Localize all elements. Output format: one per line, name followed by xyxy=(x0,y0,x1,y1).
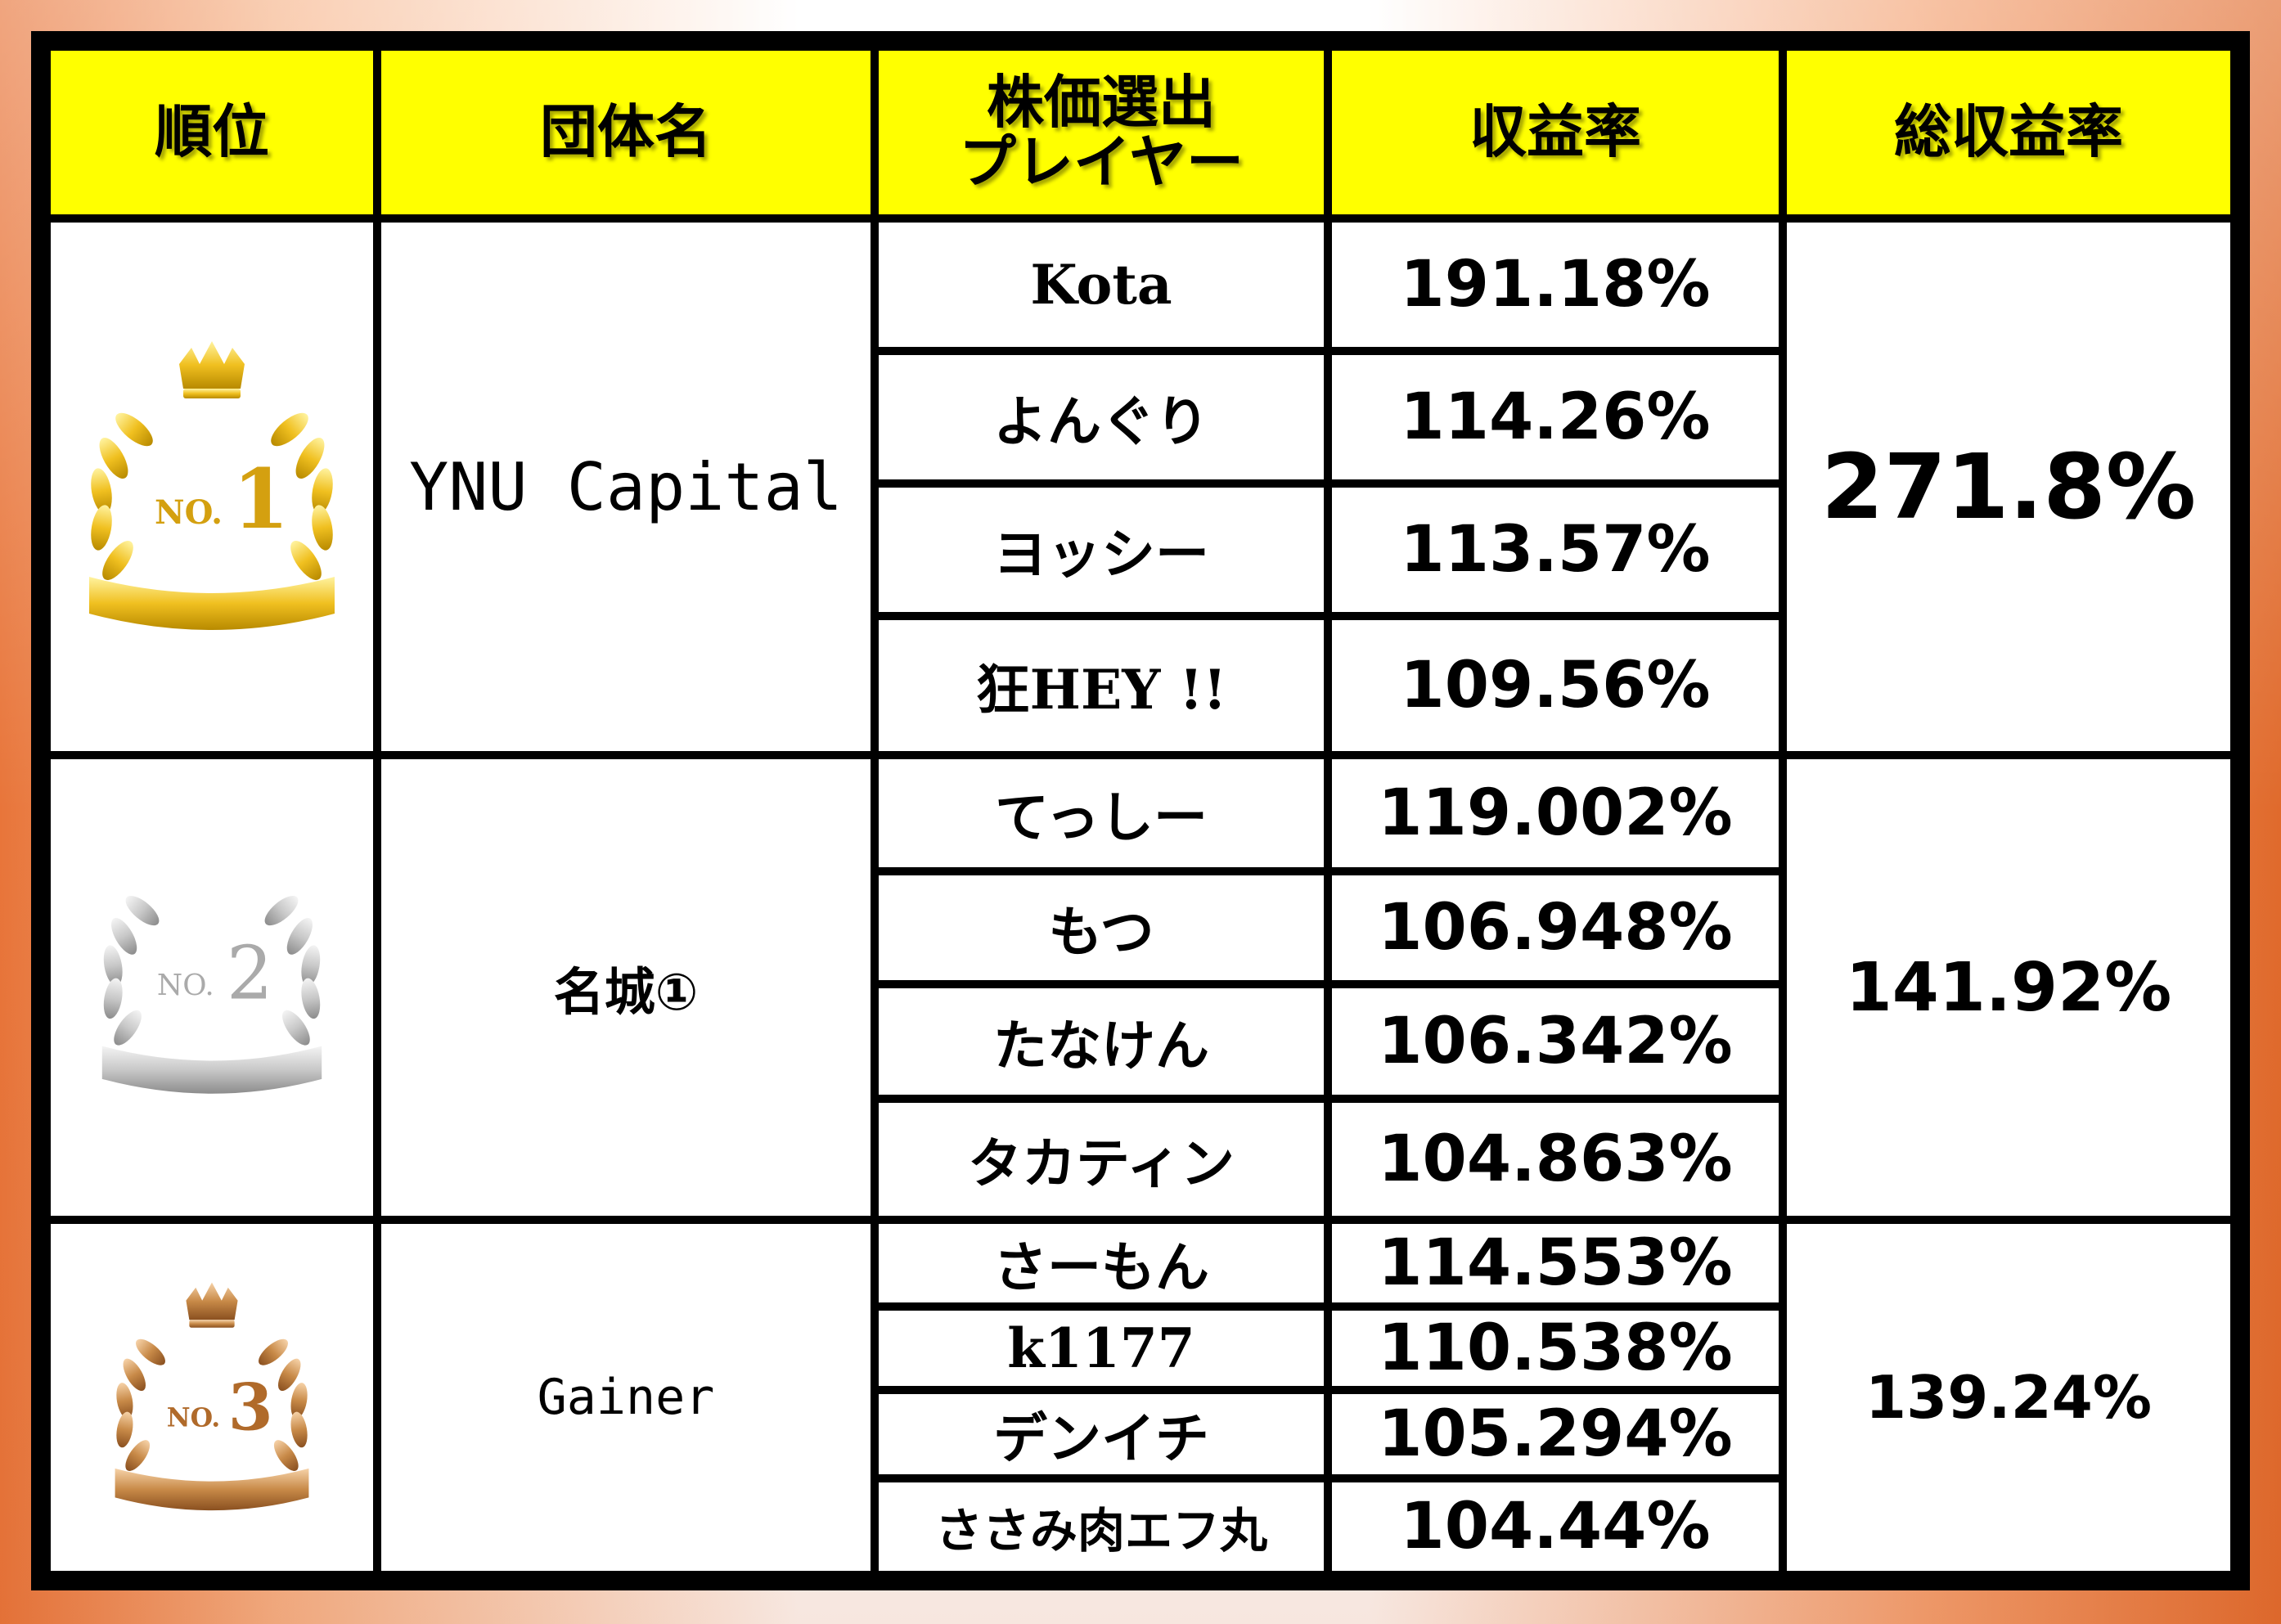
player-cell-2-4: タカティン xyxy=(879,1103,1324,1216)
rate-cell-3-3: 105.294% xyxy=(1332,1394,1779,1474)
rate-cell-3-4: 104.44% xyxy=(1332,1482,1779,1571)
rate-cell-3-1: 114.553% xyxy=(1332,1224,1779,1302)
header-player-label-line1: 株価選出 xyxy=(987,68,1216,136)
rate-value: 106.948% xyxy=(1378,891,1733,965)
rank-3-badge-number: 3 xyxy=(228,1369,273,1445)
total-cell-2: 141.92% xyxy=(1787,759,2230,1216)
rank-3-badge-label: NO. xyxy=(167,1403,220,1433)
header-rate: 収益率 xyxy=(1332,51,1779,214)
rate-cell-1-3: 113.57% xyxy=(1332,488,1779,612)
header-rank: 順位 xyxy=(51,51,373,214)
player-cell-3-3: デンイチ xyxy=(879,1394,1324,1474)
player-name: ヨッシー xyxy=(993,522,1209,586)
rank-2-silver-badge-icon: NO. 2 xyxy=(101,895,322,1094)
header-player: 株価選出 プレイヤー xyxy=(879,51,1324,214)
rate-value: 105.294% xyxy=(1378,1397,1733,1471)
total-cell-3: 139.24% xyxy=(1787,1224,2230,1571)
rate-cell-1-4: 109.56% xyxy=(1332,620,1779,751)
rank-cell-1: NO. 1 xyxy=(51,223,373,751)
header-group: 団体名 xyxy=(381,51,871,214)
rate-value: 104.863% xyxy=(1378,1122,1733,1196)
header-rate-label: 収益率 xyxy=(1469,98,1641,166)
rate-cell-2-3: 106.342% xyxy=(1332,988,1779,1095)
rank-2-badge-number: 2 xyxy=(227,931,273,1016)
rate-cell-1-1: 191.18% xyxy=(1332,223,1779,347)
player-cell-3-1: さーもん xyxy=(879,1224,1324,1302)
rate-cell-2-2: 106.948% xyxy=(1332,875,1779,980)
rate-cell-1-2: 114.26% xyxy=(1332,355,1779,479)
rate-value: 119.002% xyxy=(1378,776,1733,850)
group-cell-3: Gainer xyxy=(381,1224,871,1571)
player-name: タカティン xyxy=(967,1131,1235,1195)
rate-value: 114.26% xyxy=(1400,380,1711,454)
rate-value: 110.538% xyxy=(1378,1311,1733,1385)
player-cell-2-1: てっしー xyxy=(879,759,1324,867)
player-name: さーもん xyxy=(993,1235,1209,1299)
player-cell-3-4: ささみ肉エフ丸 xyxy=(879,1482,1324,1571)
group-cell-1: YNU Capital xyxy=(381,223,871,751)
header-total: 総収益率 xyxy=(1787,51,2230,214)
rate-cell-2-4: 104.863% xyxy=(1332,1103,1779,1216)
rate-cell-3-2: 110.538% xyxy=(1332,1311,1779,1386)
total-rate-1: 271.8% xyxy=(1820,434,2197,539)
rate-cell-2-1: 119.002% xyxy=(1332,759,1779,867)
rank-cell-2: NO. 2 xyxy=(51,759,373,1216)
player-name: デンイチ xyxy=(993,1406,1209,1470)
player-cell-1-3: ヨッシー xyxy=(879,488,1324,612)
player-name: てっしー xyxy=(994,785,1208,849)
rate-value: 113.57% xyxy=(1400,513,1711,587)
group-name-2: 名城① xyxy=(553,962,699,1022)
header-player-label-line2: プレイヤー xyxy=(959,128,1244,196)
rate-value: 106.342% xyxy=(1378,1005,1733,1078)
player-name: Kota xyxy=(1030,253,1172,317)
rank-cell-3: NO. 3 xyxy=(51,1224,373,1571)
total-rate-3: 139.24% xyxy=(1865,1363,2152,1432)
total-cell-1: 271.8% xyxy=(1787,223,2230,751)
player-name: たなけん xyxy=(993,1014,1209,1077)
group-cell-2: 名城① xyxy=(381,759,871,1216)
ranking-table: 順位 団体名 株価選出 プレイヤー 収益率 総収益率 xyxy=(44,44,2237,1577)
player-cell-3-2: k1177 xyxy=(879,1311,1324,1386)
header-group-label: 団体名 xyxy=(540,98,712,166)
header-rank-label: 順位 xyxy=(155,98,269,166)
rank-1-gold-badge-icon: NO. 1 xyxy=(89,341,335,630)
group-name-3: Gainer xyxy=(537,1369,715,1426)
rate-value: 104.44% xyxy=(1400,1490,1711,1563)
rate-value: 109.56% xyxy=(1400,649,1711,722)
player-cell-1-2: よんぐり xyxy=(879,355,1324,479)
total-rate-2: 141.92% xyxy=(1845,948,2172,1027)
player-cell-2-2: もつ xyxy=(879,875,1324,980)
group-name-1: YNU Capital xyxy=(409,448,843,525)
player-cell-1-1: Kota xyxy=(879,223,1324,347)
rank-1-badge-label: NO. xyxy=(155,493,223,532)
player-name: よんぐり xyxy=(993,389,1209,453)
header-total-label: 総収益率 xyxy=(1894,98,2123,166)
player-name: もつ xyxy=(1048,900,1154,964)
player-cell-2-3: たなけん xyxy=(879,988,1324,1095)
player-cell-1-4: 狂HEY !! xyxy=(879,620,1324,751)
rate-value: 191.18% xyxy=(1400,248,1711,322)
player-name: k1177 xyxy=(1007,1316,1195,1380)
rate-value: 114.553% xyxy=(1378,1226,1733,1300)
player-name: ささみ肉エフ丸 xyxy=(934,1503,1267,1559)
rank-2-badge-label: NO. xyxy=(157,969,214,1002)
rank-3-bronze-badge-icon: NO. 3 xyxy=(115,1282,309,1511)
rank-1-badge-number: 1 xyxy=(232,451,290,547)
player-name: 狂HEY !! xyxy=(975,658,1227,722)
